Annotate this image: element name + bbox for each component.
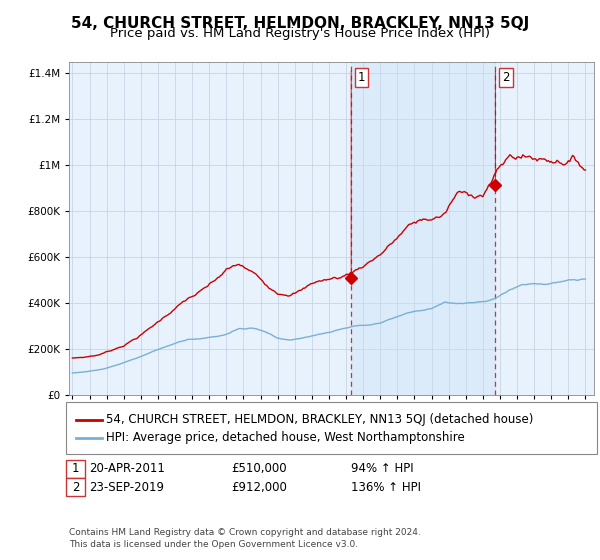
Text: 94% ↑ HPI: 94% ↑ HPI	[351, 462, 413, 475]
Text: Contains HM Land Registry data © Crown copyright and database right 2024.
This d: Contains HM Land Registry data © Crown c…	[69, 528, 421, 549]
Text: 2: 2	[502, 71, 509, 84]
Text: Price paid vs. HM Land Registry's House Price Index (HPI): Price paid vs. HM Land Registry's House …	[110, 27, 490, 40]
Bar	[351, 62, 496, 395]
Text: 54, CHURCH STREET, HELMDON, BRACKLEY, NN13 5QJ: 54, CHURCH STREET, HELMDON, BRACKLEY, NN…	[71, 16, 529, 31]
Text: 2: 2	[72, 480, 79, 494]
Text: 1: 1	[358, 71, 365, 84]
Text: £912,000: £912,000	[231, 480, 287, 494]
Text: HPI: Average price, detached house, West Northamptonshire: HPI: Average price, detached house, West…	[106, 431, 465, 445]
Text: 20-APR-2011: 20-APR-2011	[89, 462, 165, 475]
Text: 1: 1	[72, 462, 79, 475]
Text: 23-SEP-2019: 23-SEP-2019	[89, 480, 164, 494]
Text: 54, CHURCH STREET, HELMDON, BRACKLEY, NN13 5QJ (detached house): 54, CHURCH STREET, HELMDON, BRACKLEY, NN…	[106, 413, 533, 426]
Text: £510,000: £510,000	[231, 462, 287, 475]
Text: 136% ↑ HPI: 136% ↑ HPI	[351, 480, 421, 494]
